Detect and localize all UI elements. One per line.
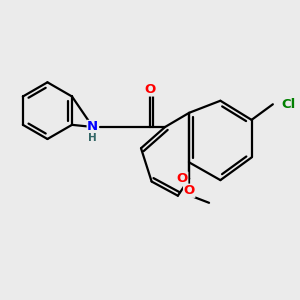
- Text: O: O: [184, 184, 195, 197]
- Text: O: O: [176, 172, 188, 185]
- Text: H: H: [88, 133, 97, 142]
- Text: N: N: [87, 121, 98, 134]
- Text: Cl: Cl: [281, 98, 296, 111]
- Text: O: O: [144, 83, 155, 96]
